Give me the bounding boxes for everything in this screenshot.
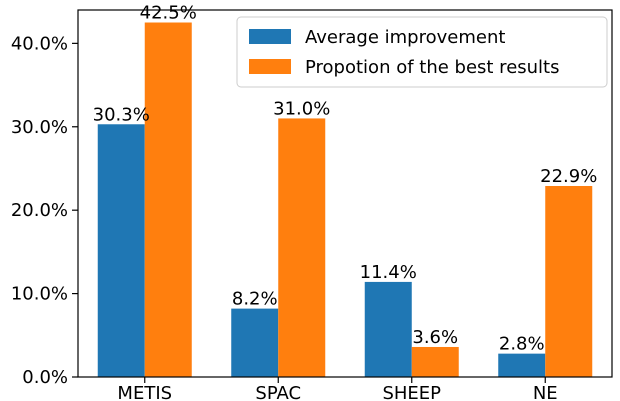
legend-label-series-1: Average improvement	[305, 27, 505, 48]
bar-sheep-series-1	[364, 281, 412, 377]
bar-metis-series-2	[144, 22, 192, 378]
bar-spac-series-1	[231, 308, 279, 377]
legend-box	[236, 16, 608, 88]
y-tick-label: 40.0%	[11, 33, 68, 54]
x-axis: METIS SPAC SHEEP NE	[117, 377, 558, 401]
y-tick-label: 10.0%	[11, 284, 68, 305]
plot-frame	[77, 9, 613, 378]
bar-ne-series-2	[545, 185, 593, 377]
x-tick-label: METIS	[117, 383, 172, 401]
data-label-metis-series-2: 42.5%	[140, 3, 197, 24]
bar-sheep-series-2	[411, 346, 459, 377]
x-tick-label: NE	[533, 383, 558, 401]
y-tick-label: 20.0%	[11, 200, 68, 221]
y-axis: 0.0% 10.0% 20.0% 30.0% 40.0%	[11, 33, 78, 388]
legend: Average improvement Propotion of the best…	[236, 16, 608, 88]
y-tick-label: 30.0%	[11, 117, 68, 138]
data-label-sheep-series-1: 11.4%	[360, 262, 417, 283]
y-tick-label: 0.0%	[22, 367, 68, 388]
bars-group	[97, 22, 593, 378]
data-label-ne-series-1: 2.8%	[499, 334, 545, 355]
legend-swatch-series-2	[249, 59, 291, 74]
x-tick-label: SPAC	[255, 383, 301, 401]
bar-metis-series-1	[97, 124, 145, 378]
bar-ne-series-1	[498, 353, 546, 377]
bar-spac-series-2	[278, 118, 326, 377]
data-label-spac-series-2: 31.0%	[273, 98, 330, 119]
x-tick-label: SHEEP	[382, 383, 441, 401]
data-label-sheep-series-2: 3.6%	[412, 327, 458, 348]
legend-swatch-series-1	[249, 29, 291, 44]
data-labels-group: 30.3% 42.5% 8.2% 31.0% 11.4% 3.6% 2.8% 22.9%	[93, 3, 598, 355]
data-label-metis-series-1: 30.3%	[93, 104, 150, 125]
legend-label-series-2: Propotion of the best results	[305, 57, 560, 78]
data-label-spac-series-1: 8.2%	[232, 289, 278, 310]
data-label-ne-series-2: 22.9%	[540, 166, 597, 187]
